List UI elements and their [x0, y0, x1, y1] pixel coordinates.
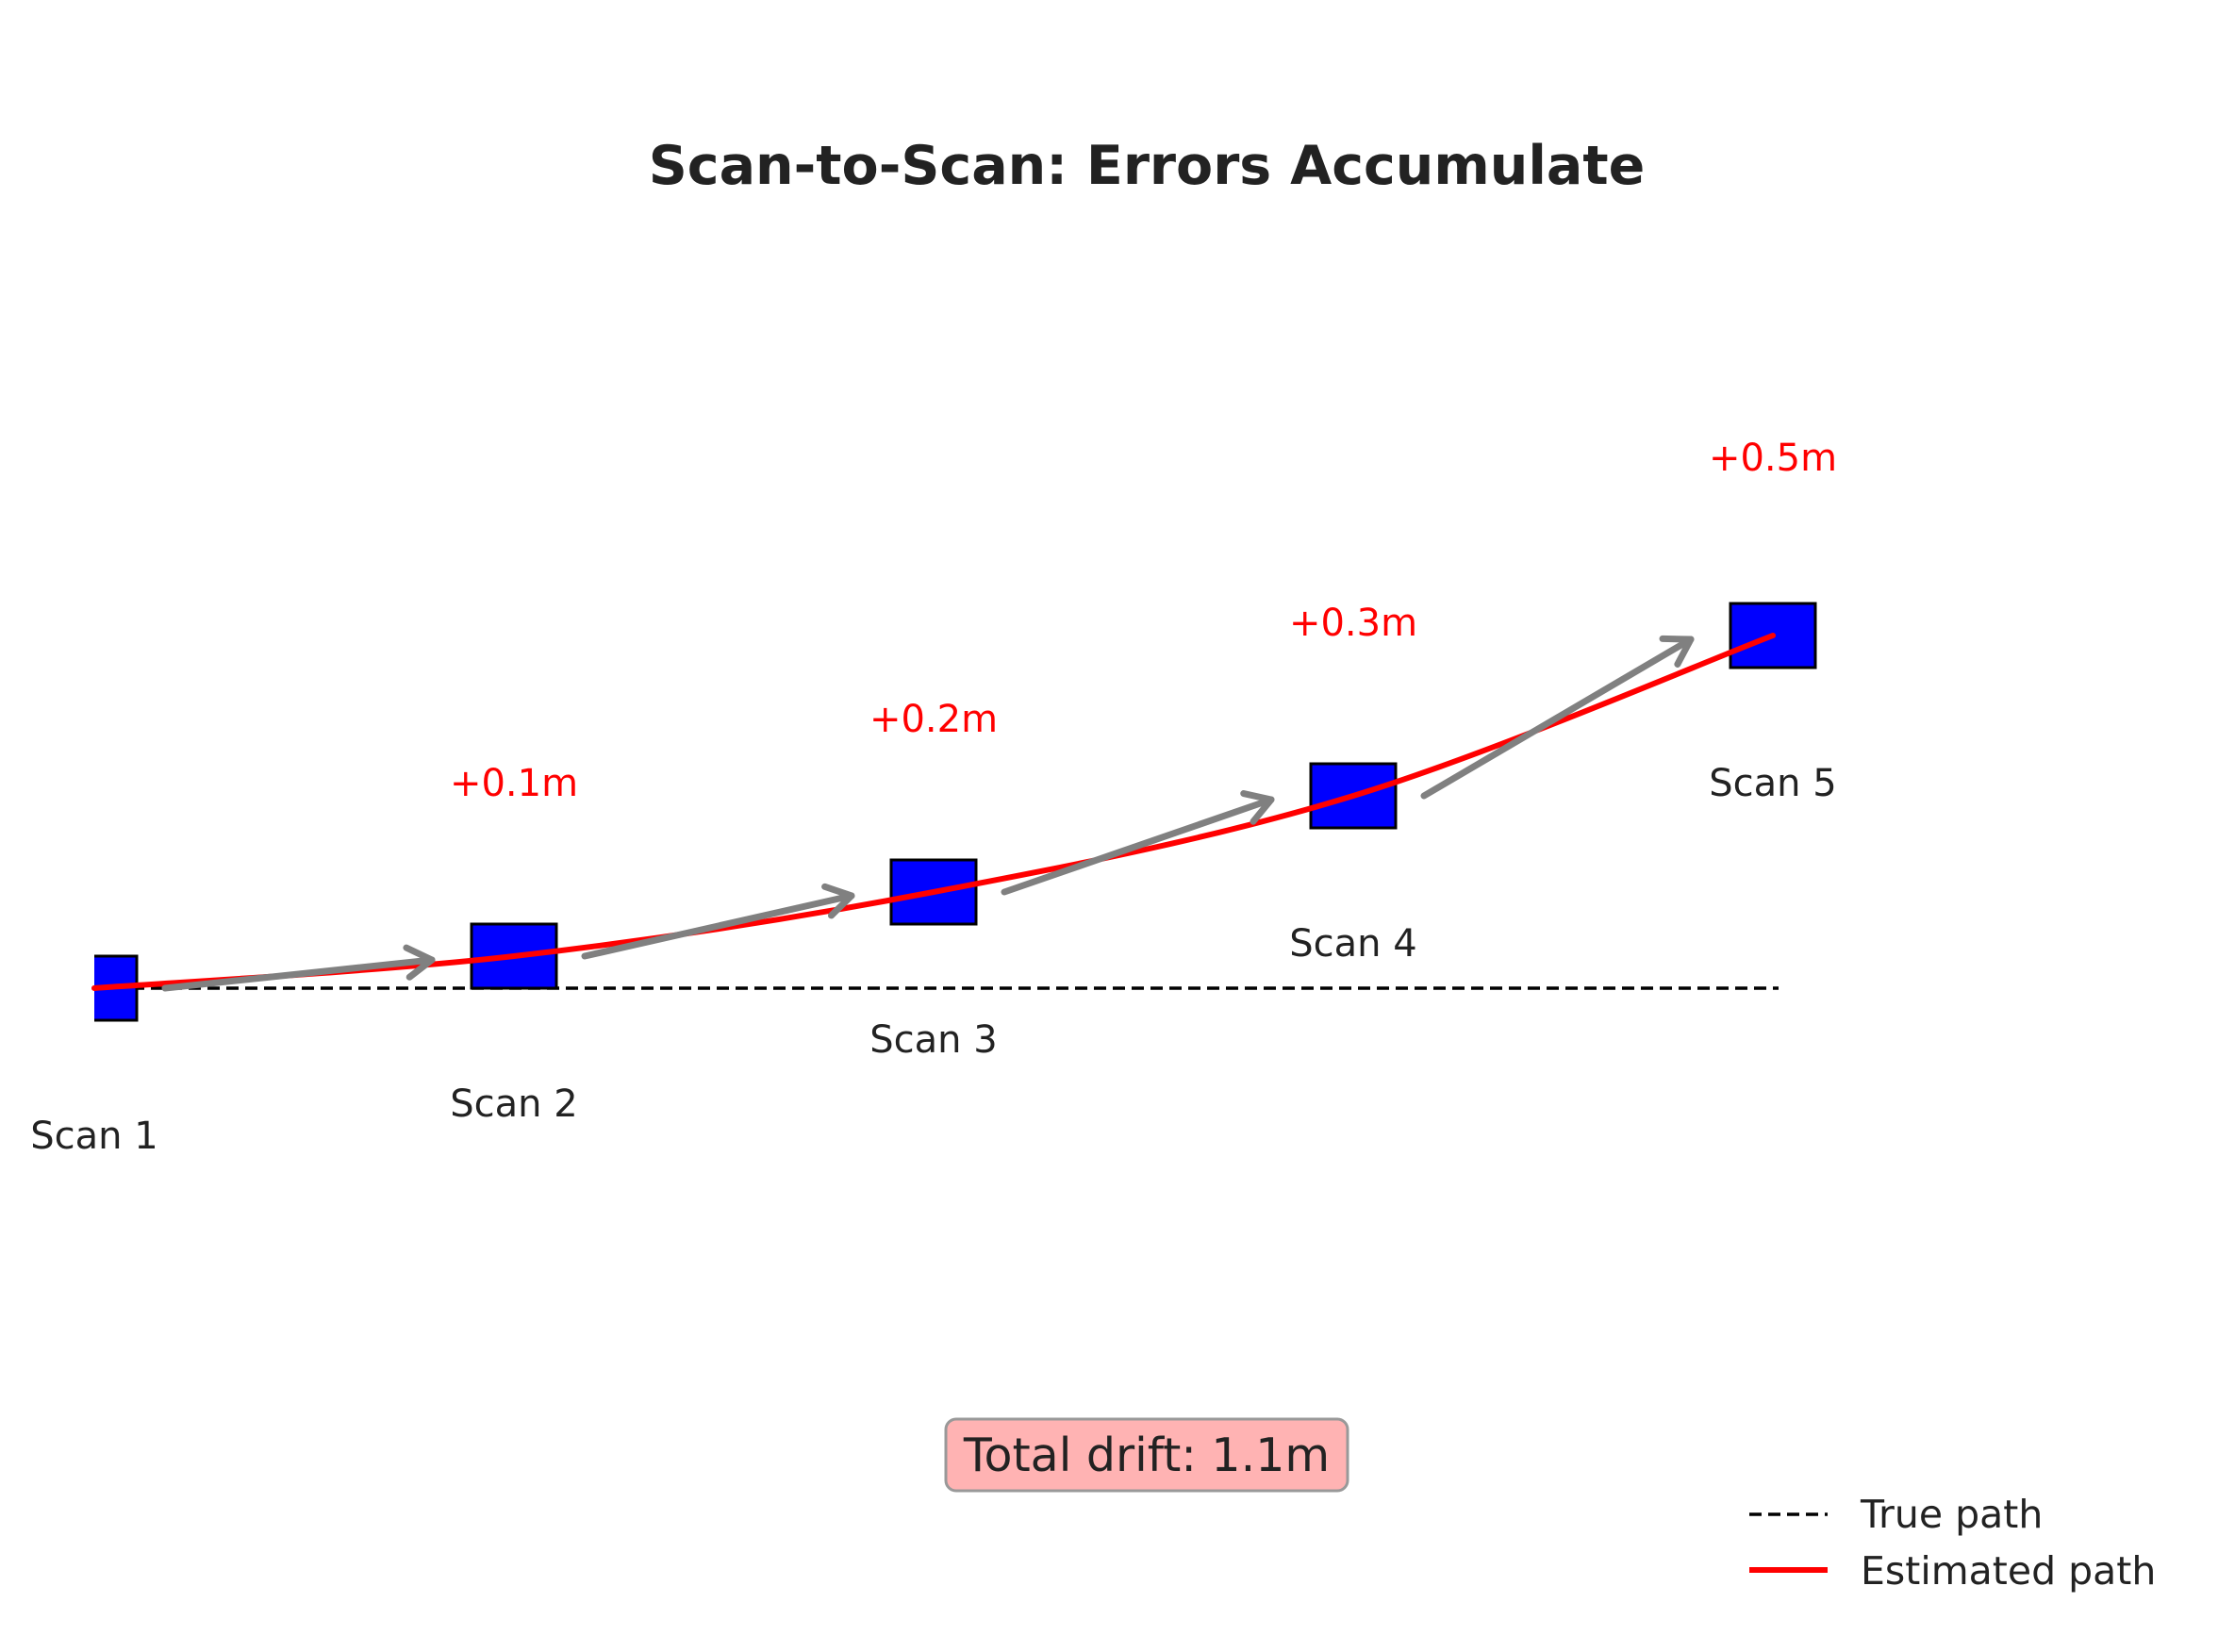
total-drift-box: Total drift: 1.1m: [944, 1417, 1349, 1493]
match-arrow-head: [1240, 790, 1275, 825]
chart-title: Scan-to-Scan: Errors Accumulate: [649, 135, 1645, 197]
error-labels: +0.1m +0.2m +0.3m +0.5m: [450, 437, 1837, 805]
error-label: +0.3m: [1289, 602, 1417, 645]
scan-box: [1309, 762, 1398, 830]
match-arrow-head: [403, 944, 436, 981]
legend: True path Estimated path: [1749, 1492, 2156, 1594]
error-label: +0.1m: [450, 762, 578, 805]
legend-true-path-label: True path: [1860, 1492, 2043, 1537]
scan-label: Scan 4: [1289, 922, 1416, 966]
match-arrows: [161, 635, 1695, 992]
scan-label: Scan 3: [869, 1018, 997, 1062]
match-arrow: [1420, 636, 1695, 800]
legend-estimated-path-label: Estimated path: [1861, 1548, 2156, 1594]
match-arrow: [581, 892, 855, 960]
error-label: +0.5m: [1709, 437, 1837, 480]
error-label: +0.2m: [869, 698, 998, 741]
estimated-path-line: [91, 633, 1776, 991]
scan-boxes: [94, 602, 1817, 1022]
match-arrow: [1001, 796, 1275, 896]
drift-box-background: [944, 1417, 1349, 1493]
match-arrow-head: [1659, 635, 1695, 668]
scan-labels: Scan 1 Scan 2 Scan 3 Scan 4 Scan 5: [30, 762, 1836, 1158]
scan-label: Scan 5: [1709, 762, 1836, 805]
scan-box: [1729, 602, 1817, 669]
scan-label: Scan 1: [30, 1115, 157, 1158]
drift-box-text: Total drift: 1.1m: [963, 1429, 1330, 1482]
match-arrow: [161, 956, 436, 992]
match-arrow-head: [821, 883, 855, 919]
scan-label: Scan 2: [450, 1082, 577, 1126]
